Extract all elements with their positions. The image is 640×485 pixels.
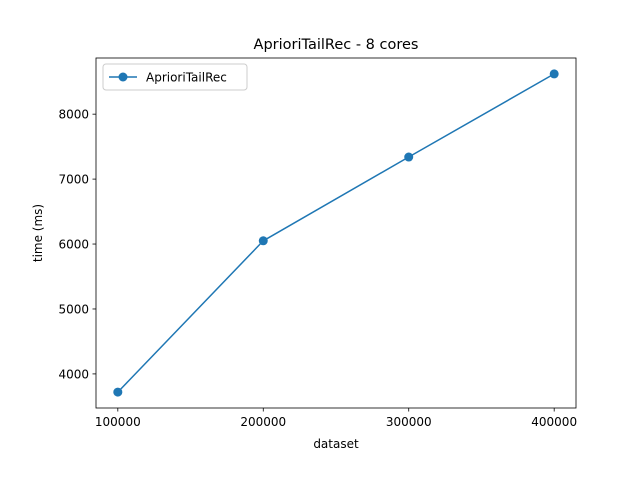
y-tick-label: 6000 xyxy=(58,238,89,252)
data-point xyxy=(549,69,559,79)
x-tick-label: 200000 xyxy=(240,415,286,429)
legend-marker xyxy=(118,72,128,82)
y-tick-label: 7000 xyxy=(58,173,89,187)
y-tick-label: 4000 xyxy=(58,367,89,381)
x-tick-label: 100000 xyxy=(95,415,141,429)
y-tick-label: 5000 xyxy=(58,302,89,316)
legend: AprioriTailRec xyxy=(102,63,248,91)
legend-box xyxy=(102,63,248,91)
series-line xyxy=(117,73,555,393)
y-tick-label: 8000 xyxy=(58,108,89,122)
axes-frame xyxy=(95,57,577,409)
data-point xyxy=(258,236,268,246)
x-tick-label: 300000 xyxy=(386,415,432,429)
legend-label: AprioriTailRec xyxy=(146,71,227,85)
chart-title: AprioriTailRec - 8 cores xyxy=(254,37,419,53)
data-point xyxy=(404,152,414,162)
plot-area: 100000 200000 300000 400000 4000 5000 6000 7000… xyxy=(58,57,577,429)
x-axis-label: dataset xyxy=(313,437,359,451)
data-point xyxy=(113,387,123,397)
y-axis-label: time (ms) xyxy=(31,204,45,262)
x-tick-label: 400000 xyxy=(531,415,577,429)
